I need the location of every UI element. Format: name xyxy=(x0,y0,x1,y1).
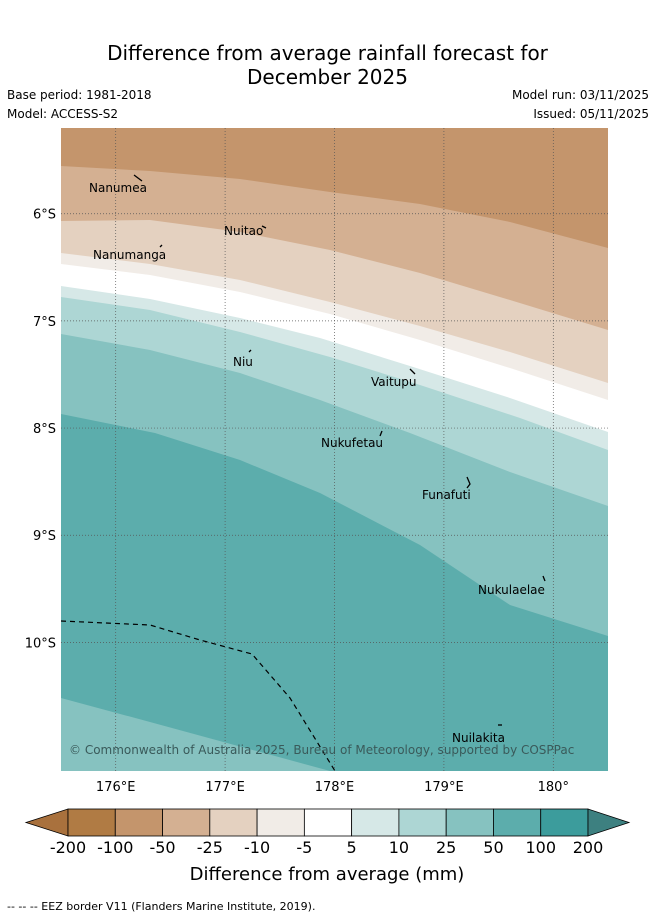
island-label-nukufetau: Nukufetau xyxy=(321,436,383,450)
rainfall-map: Nanumea Nuitao Nanumanga Niu Vaitupu Nuk… xyxy=(61,128,608,771)
island-outline-nukufetau xyxy=(379,430,383,437)
island-label-nuilakita: Nuilakita xyxy=(452,731,505,745)
lat-tick-label: 6°S xyxy=(33,208,56,223)
lon-tick-label: 179°E xyxy=(424,780,464,795)
island-outlines xyxy=(133,174,546,726)
eez-footnote: -- -- -- EEZ border V11 (Flanders Marine… xyxy=(7,900,316,913)
island-label-vaitupu: Vaitupu xyxy=(371,375,417,389)
gridlines xyxy=(61,128,608,771)
colorbar-tick-label: 50 xyxy=(483,838,503,857)
lat-tick-label: 10°S xyxy=(25,636,56,651)
lat-tick-label: 9°S xyxy=(33,529,56,544)
issued-date: Issued: 05/11/2025 xyxy=(533,107,649,121)
colorbar-tick-label: 100 xyxy=(525,838,556,857)
lon-tick-label: 180° xyxy=(538,780,569,795)
lon-tick-label: 176°E xyxy=(96,780,136,795)
colorbar-tick-labels: -200 -100 -50 -25 -10 -5 5 10 25 50 100 200 xyxy=(50,838,603,857)
island-outline-nanumea xyxy=(133,174,143,182)
colorbar-tick-label: -200 xyxy=(50,838,86,857)
colorbar-tick-label: -100 xyxy=(97,838,133,857)
longitude-axis: 176°E 177°E 178°E 179°E 180° xyxy=(96,780,569,795)
island-labels: Nanumea Nuitao Nanumanga Niu Vaitupu Nuk… xyxy=(89,181,545,745)
island-outline-vaitupu xyxy=(409,368,416,375)
map-title-line-1: Difference from average rainfall forecas… xyxy=(107,41,548,65)
colorbar-axis-label: Difference from average (mm) xyxy=(190,864,465,885)
colorbar-extend-low xyxy=(24,808,69,837)
colorbar-segment xyxy=(162,808,211,837)
island-outline-funafuti xyxy=(466,476,471,489)
colorbar-extend-high xyxy=(587,808,631,837)
colorbar-tick-label: 10 xyxy=(389,838,409,857)
island-label-nuitao: Nuitao xyxy=(224,224,263,238)
island-label-nanumea: Nanumea xyxy=(89,181,147,195)
colorbar-tick-label: -50 xyxy=(149,838,175,857)
island-outline-nukulaelae xyxy=(542,575,546,582)
colorbar-tick-label: 25 xyxy=(436,838,456,857)
colorbar-segment xyxy=(398,808,447,837)
colorbar-segment xyxy=(303,808,353,837)
colorbar-segment xyxy=(445,808,494,837)
colorbar-segment xyxy=(256,808,305,837)
island-outline-nuitao xyxy=(261,225,267,229)
base-period: Base period: 1981-2018 xyxy=(7,88,152,102)
lat-tick-label: 8°S xyxy=(33,422,56,437)
model-name: Model: ACCESS-S2 xyxy=(7,107,119,121)
island-label-niu: Niu xyxy=(233,355,253,369)
model-run-date: Model run: 03/11/2025 xyxy=(511,88,649,102)
colorbar-tick-label: -5 xyxy=(296,838,312,857)
copyright-notice: © Commonwealth of Australia 2025, Bureau… xyxy=(69,743,574,757)
band-25-to-50-south xyxy=(61,698,330,771)
colorbar-tick-label: 200 xyxy=(573,838,604,857)
latitude-axis: 6°S 7°S 8°S 9°S 10°S xyxy=(25,208,56,652)
island-outline-nanumanga xyxy=(159,244,163,248)
eez-border-line xyxy=(61,620,336,771)
map-title-line-2: December 2025 xyxy=(247,65,408,89)
colorbar-segment xyxy=(351,808,400,837)
colorbar-tick-label: -25 xyxy=(197,838,223,857)
colorbar-segment xyxy=(493,808,542,837)
colorbar-segment xyxy=(67,808,116,837)
colorbar-segment xyxy=(209,808,258,837)
colorbar-segment xyxy=(114,808,163,837)
lat-tick-label: 7°S xyxy=(33,315,56,330)
island-label-nukulaelae: Nukulaelae xyxy=(478,583,545,597)
colorbar-tick-label: -10 xyxy=(244,838,270,857)
colorbar-segment xyxy=(540,808,589,837)
colorbar-tick-label: 5 xyxy=(347,838,357,857)
island-label-nanumanga: Nanumanga xyxy=(93,248,166,262)
island-outline-niu xyxy=(248,349,252,353)
colorbar xyxy=(24,808,631,837)
lon-tick-label: 177°E xyxy=(205,780,245,795)
island-label-funafuti: Funafuti xyxy=(422,488,471,502)
lon-tick-label: 178°E xyxy=(315,780,355,795)
